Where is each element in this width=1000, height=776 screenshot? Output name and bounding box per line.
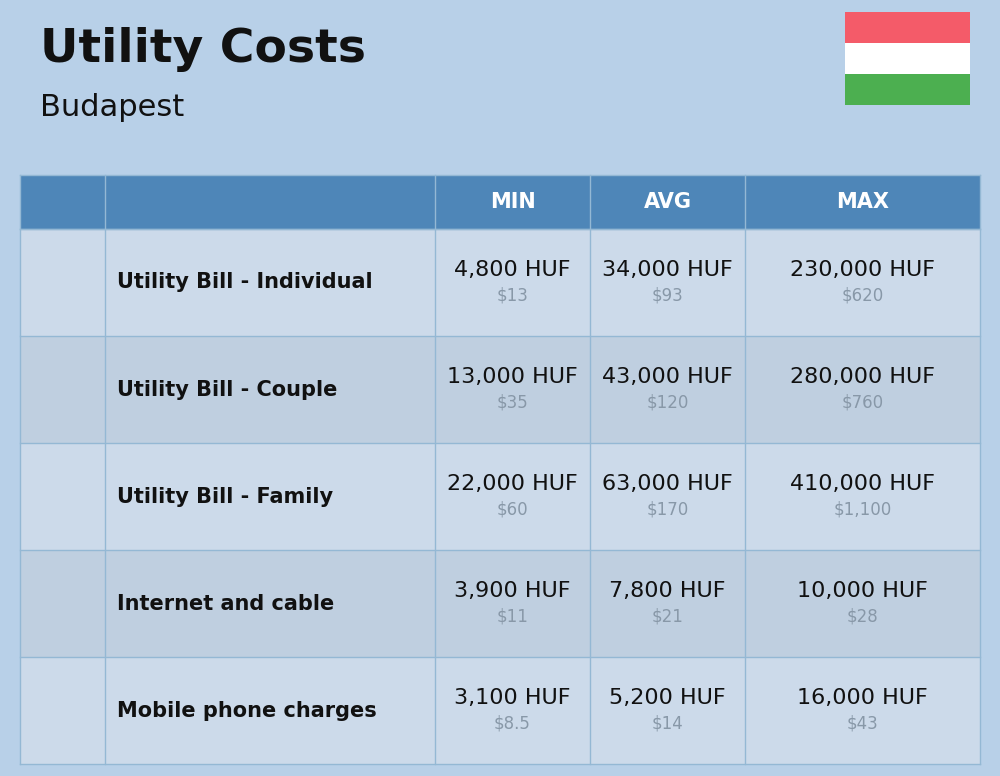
Text: 34,000 HUF: 34,000 HUF bbox=[602, 259, 733, 279]
FancyBboxPatch shape bbox=[845, 12, 970, 43]
FancyBboxPatch shape bbox=[20, 229, 980, 336]
FancyBboxPatch shape bbox=[845, 43, 970, 74]
Text: 410,000 HUF: 410,000 HUF bbox=[790, 474, 935, 494]
FancyBboxPatch shape bbox=[20, 550, 980, 657]
Text: $60: $60 bbox=[497, 501, 528, 518]
Text: Internet and cable: Internet and cable bbox=[117, 594, 334, 614]
Text: 280,000 HUF: 280,000 HUF bbox=[790, 366, 935, 386]
Text: $43: $43 bbox=[847, 715, 878, 733]
Text: Utility Costs: Utility Costs bbox=[40, 27, 366, 72]
FancyBboxPatch shape bbox=[20, 336, 980, 443]
Text: Utility Bill - Family: Utility Bill - Family bbox=[117, 487, 333, 507]
Text: 7,800 HUF: 7,800 HUF bbox=[609, 581, 726, 601]
Text: $1,100: $1,100 bbox=[833, 501, 892, 518]
Text: $13: $13 bbox=[497, 286, 528, 304]
Text: Utility Bill - Individual: Utility Bill - Individual bbox=[117, 272, 373, 293]
Text: MAX: MAX bbox=[836, 192, 889, 212]
Text: $620: $620 bbox=[841, 286, 884, 304]
Text: $11: $11 bbox=[497, 608, 528, 625]
Text: 3,900 HUF: 3,900 HUF bbox=[454, 581, 571, 601]
Text: 10,000 HUF: 10,000 HUF bbox=[797, 581, 928, 601]
Text: $170: $170 bbox=[646, 501, 689, 518]
Text: 43,000 HUF: 43,000 HUF bbox=[602, 366, 733, 386]
Text: 4,800 HUF: 4,800 HUF bbox=[454, 259, 571, 279]
Text: $28: $28 bbox=[847, 608, 878, 625]
Text: 63,000 HUF: 63,000 HUF bbox=[602, 474, 733, 494]
Text: Budapest: Budapest bbox=[40, 93, 184, 122]
Text: 5,200 HUF: 5,200 HUF bbox=[609, 688, 726, 708]
Text: $14: $14 bbox=[652, 715, 683, 733]
FancyBboxPatch shape bbox=[845, 74, 970, 105]
Text: $120: $120 bbox=[646, 393, 689, 411]
Text: $93: $93 bbox=[652, 286, 683, 304]
Text: 22,000 HUF: 22,000 HUF bbox=[447, 474, 578, 494]
Text: 13,000 HUF: 13,000 HUF bbox=[447, 366, 578, 386]
FancyBboxPatch shape bbox=[20, 657, 980, 764]
Text: 230,000 HUF: 230,000 HUF bbox=[790, 259, 935, 279]
Text: $8.5: $8.5 bbox=[494, 715, 531, 733]
Text: $21: $21 bbox=[652, 608, 683, 625]
Text: 3,100 HUF: 3,100 HUF bbox=[454, 688, 571, 708]
Text: Mobile phone charges: Mobile phone charges bbox=[117, 701, 377, 721]
Text: $35: $35 bbox=[497, 393, 528, 411]
Text: AVG: AVG bbox=[644, 192, 692, 212]
Text: MIN: MIN bbox=[490, 192, 535, 212]
Text: $760: $760 bbox=[841, 393, 884, 411]
Text: Utility Bill - Couple: Utility Bill - Couple bbox=[117, 379, 337, 400]
FancyBboxPatch shape bbox=[20, 175, 980, 229]
FancyBboxPatch shape bbox=[20, 443, 980, 550]
Text: 16,000 HUF: 16,000 HUF bbox=[797, 688, 928, 708]
